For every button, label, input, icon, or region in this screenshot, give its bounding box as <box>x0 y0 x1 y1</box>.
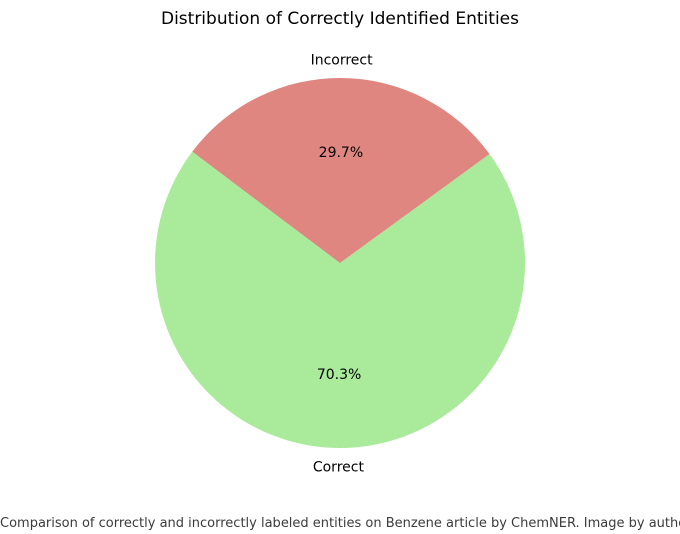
slice-label-incorrect: Incorrect <box>311 53 374 69</box>
slice-percent-label-correct: 70.3% <box>317 367 361 383</box>
chart-title: Distribution of Correctly Identified Ent… <box>161 9 519 29</box>
pie-slice-correct <box>154 151 525 448</box>
slice-percent-label-incorrect: 29.7% <box>319 145 363 161</box>
pie-chart: Distribution of Correctly Identified Ent… <box>154 9 525 476</box>
pie-slice-incorrect <box>192 77 490 263</box>
pie-slices: Correct 70.3% Incorrect 29.7% <box>154 53 525 476</box>
slice-label-correct: Correct <box>313 460 365 476</box>
figure-caption: Comparison of correctly and incorrectly … <box>0 516 680 531</box>
